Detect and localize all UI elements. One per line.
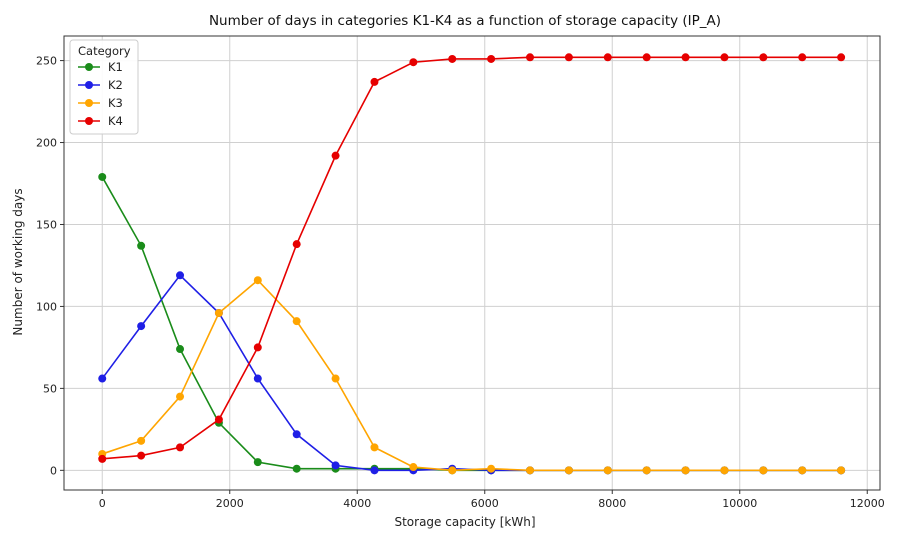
y-axis-label: Number of working days — [11, 188, 25, 335]
data-point-k3 — [487, 464, 496, 473]
grid — [64, 36, 880, 490]
legend-item-k1: K1 — [78, 60, 123, 74]
legend-label: K2 — [108, 78, 123, 92]
y-tick-label: 200 — [36, 137, 57, 150]
data-point-k1 — [292, 464, 301, 473]
data-point-k2 — [331, 461, 340, 470]
data-point-k4 — [603, 53, 612, 62]
data-point-k2 — [176, 271, 185, 280]
data-point-k3 — [448, 466, 457, 475]
legend: Category K1 K2 K3 K4 — [69, 39, 139, 135]
series-k4 — [98, 53, 846, 463]
series-line-k3 — [101, 279, 842, 472]
data-point-k4 — [642, 53, 651, 62]
data-point-k3 — [292, 317, 301, 326]
legend-swatch-marker — [85, 117, 93, 125]
data-point-k2 — [292, 430, 301, 439]
series-k3 — [98, 276, 846, 475]
series-line-k4 — [102, 56, 842, 460]
x-tick-label: 0 — [99, 497, 106, 510]
data-point-k3 — [409, 463, 418, 472]
legend-label: K1 — [108, 60, 123, 74]
data-point-k1 — [137, 241, 146, 250]
x-tick-label: 2000 — [216, 497, 244, 510]
legend-swatch-marker — [85, 99, 93, 107]
data-point-k4 — [137, 451, 146, 460]
data-point-k4 — [176, 443, 185, 452]
series-line-k2 — [101, 274, 842, 472]
data-point-k4 — [564, 53, 573, 62]
x-axis-label: Storage capacity [kWh] — [394, 515, 535, 529]
legend-item-k4: K4 — [78, 114, 123, 128]
chart-title: Number of days in categories K1-K4 as a … — [209, 13, 721, 29]
data-point-k4 — [681, 53, 690, 62]
data-point-k4 — [720, 53, 729, 62]
data-point-k3 — [214, 308, 223, 317]
data-point-k4 — [837, 53, 846, 62]
plot-frame — [63, 35, 881, 491]
data-point-k1 — [98, 172, 107, 181]
data-point-k3 — [798, 466, 807, 475]
data-point-k4 — [487, 54, 496, 63]
x-tick-label: 10000 — [722, 497, 757, 510]
data-point-k3 — [370, 443, 379, 452]
axes: 0 2000 4000 6000 8000 10000 12000 0 50 100 150 200 2… — [36, 55, 885, 510]
data-point-k4 — [98, 454, 107, 463]
legend-title: Category — [78, 44, 131, 58]
data-point-k3 — [759, 466, 768, 475]
data-point-k1 — [253, 458, 262, 467]
x-tick-label: 4000 — [343, 497, 371, 510]
y-tick-label: 0 — [50, 464, 57, 477]
data-point-k3 — [253, 276, 262, 285]
y-tick-label: 50 — [43, 382, 57, 395]
x-tick-label: 8000 — [598, 497, 626, 510]
series-layer — [98, 53, 846, 475]
data-point-k4 — [798, 53, 807, 62]
data-point-k4 — [526, 53, 535, 62]
data-point-k3 — [526, 466, 535, 475]
legend-label: K4 — [108, 114, 123, 128]
data-point-k3 — [137, 436, 146, 445]
data-point-k3 — [564, 466, 573, 475]
data-point-k4 — [253, 343, 262, 352]
y-tick-label: 100 — [36, 300, 57, 313]
data-point-k3 — [837, 466, 846, 475]
data-point-k3 — [720, 466, 729, 475]
series-k1 — [98, 172, 846, 475]
data-point-k4 — [409, 58, 418, 67]
legend-label: K3 — [108, 96, 123, 110]
y-tick-label: 150 — [36, 218, 57, 231]
data-point-k2 — [253, 374, 262, 383]
data-point-k4 — [214, 415, 223, 424]
data-point-k3 — [642, 466, 651, 475]
legend-swatch-marker — [85, 63, 93, 71]
y-tick-label: 250 — [36, 55, 57, 68]
series-k2 — [98, 271, 846, 475]
data-point-k4 — [759, 53, 768, 62]
data-point-k4 — [292, 240, 301, 249]
data-point-k3 — [331, 374, 340, 383]
data-point-k2 — [137, 322, 146, 331]
data-point-k3 — [176, 392, 185, 401]
x-tick-label: 12000 — [850, 497, 885, 510]
data-point-k3 — [681, 466, 690, 475]
data-point-k3 — [603, 466, 612, 475]
legend-item-k2: K2 — [78, 78, 123, 92]
data-point-k4 — [448, 54, 457, 63]
legend-item-k3: K3 — [78, 96, 123, 110]
data-point-k4 — [331, 151, 340, 160]
data-point-k2 — [98, 374, 107, 383]
x-tick-label: 6000 — [471, 497, 499, 510]
legend-swatch-marker — [85, 81, 93, 89]
data-point-k1 — [176, 345, 185, 354]
data-point-k2 — [370, 466, 379, 475]
legend-box — [69, 39, 139, 135]
data-point-k4 — [370, 77, 379, 86]
